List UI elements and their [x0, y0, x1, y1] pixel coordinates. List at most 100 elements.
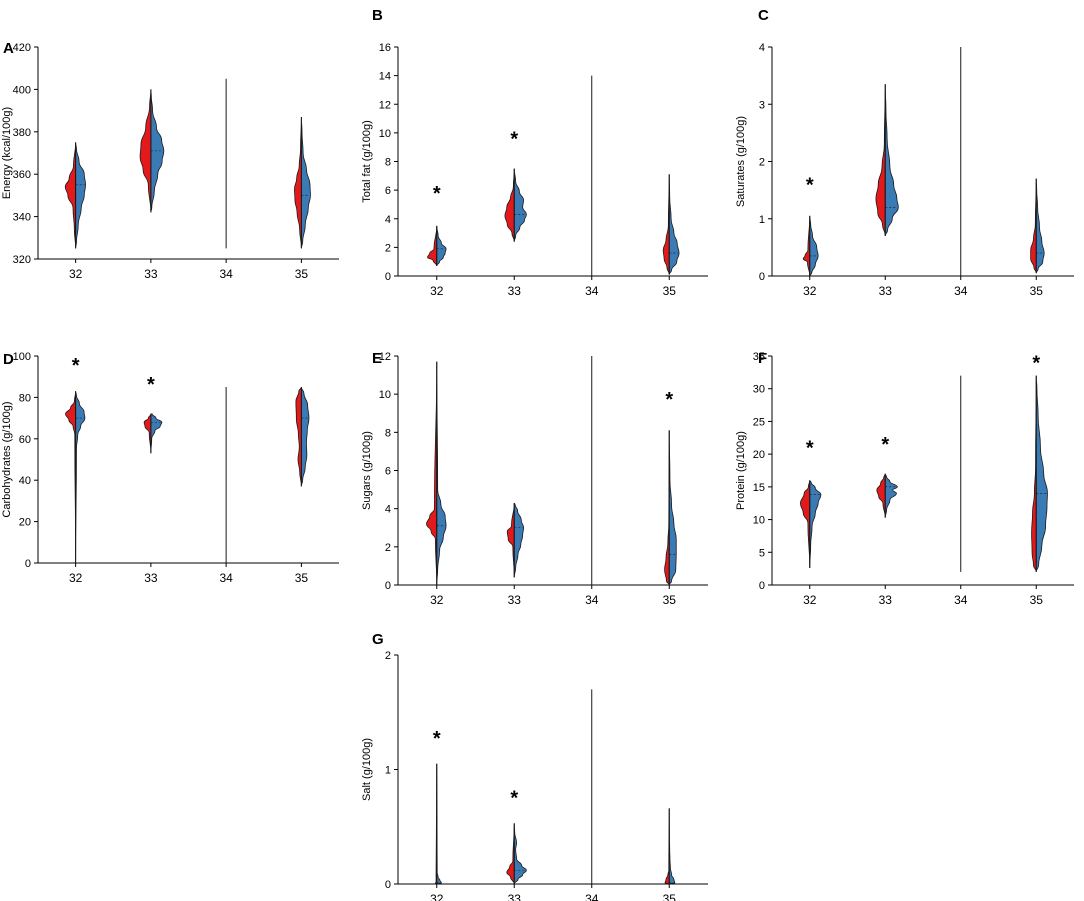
y-tick-label: 10	[379, 128, 391, 140]
x-tick-label: 33	[144, 267, 158, 281]
violin-left-half	[800, 480, 811, 568]
violin-32	[427, 225, 447, 267]
violin-35	[294, 116, 311, 249]
violin-left-half	[65, 391, 77, 564]
violin-left-half	[294, 116, 302, 249]
x-tick-label: 34	[585, 284, 599, 298]
y-tick-label: 400	[13, 84, 31, 96]
violin-left-half	[427, 225, 438, 267]
violin-right-half	[513, 823, 527, 885]
violin-33	[143, 413, 163, 454]
violin-35	[295, 386, 310, 487]
violin-left-half	[875, 84, 886, 236]
violin-left-half	[506, 823, 515, 885]
panel-letter-d: D	[3, 351, 14, 368]
y-tick-label: 4	[385, 214, 391, 226]
violin-left-half	[504, 168, 515, 242]
y-tick-label: 100	[13, 351, 31, 363]
y-axis-title: Protein (g/100g)	[735, 431, 747, 510]
violin-right-half	[668, 808, 676, 885]
violin-left-half	[143, 413, 152, 454]
y-tick-label: 10	[379, 389, 391, 401]
violin-right-half	[884, 473, 898, 518]
x-tick-label: 34	[219, 267, 233, 281]
violin-left-half	[139, 89, 152, 213]
y-axis-title: Saturates (g/100g)	[735, 116, 747, 207]
x-tick-label: 32	[430, 284, 444, 298]
y-tick-label: 40	[19, 475, 31, 487]
panel-letter-f: F	[758, 350, 767, 367]
x-tick-label: 33	[508, 892, 522, 901]
panel-d: D 0 20 40 60 80 100 32 33 34 35 Carbohydrates (g/10…	[1, 351, 339, 585]
y-tick-label: 12	[379, 351, 391, 363]
x-tick-label: 34	[954, 284, 968, 298]
x-tick-label: 33	[879, 284, 893, 298]
y-tick-label: 14	[379, 71, 391, 83]
violin-35	[664, 430, 677, 586]
panel-b: B 0 2 4 6 8 10 12 14 16 32 33 34 35 Total fat (g/100g)…	[361, 7, 708, 298]
significance-star: *	[72, 355, 80, 377]
x-tick-label: 35	[663, 593, 677, 607]
violin-right-half	[1035, 178, 1045, 274]
y-axis-title: Sugars (g/100g)	[361, 431, 373, 510]
violin-32	[426, 361, 447, 586]
y-tick-label: 20	[753, 449, 765, 461]
violin-32	[800, 480, 822, 568]
x-tick-label: 35	[663, 284, 677, 298]
x-tick-label: 35	[663, 892, 677, 901]
violin-33	[139, 89, 165, 213]
x-tick-label: 35	[295, 267, 309, 281]
y-tick-label: 380	[13, 127, 31, 139]
violin-left-half	[662, 174, 670, 275]
violin-right-half	[809, 480, 822, 568]
violin-32	[65, 391, 86, 564]
significance-star: *	[1032, 352, 1040, 374]
y-tick-label: 25	[753, 416, 765, 428]
violin-right-half	[300, 116, 311, 249]
y-tick-label: 4	[385, 504, 391, 516]
violin-right-half	[884, 84, 899, 236]
y-tick-label: 6	[385, 466, 391, 478]
violin-right-half	[436, 225, 447, 267]
y-tick-label: 2	[385, 542, 391, 554]
y-tick-label: 30	[753, 384, 765, 396]
violin-right-half	[668, 174, 680, 275]
x-tick-label: 32	[69, 267, 83, 281]
violin-right-half	[150, 413, 163, 454]
y-tick-label: 0	[25, 558, 31, 570]
x-tick-label: 32	[430, 892, 444, 901]
y-tick-label: 2	[385, 650, 391, 662]
significance-star: *	[665, 389, 673, 411]
significance-star: *	[433, 183, 441, 205]
violin-right-half	[436, 361, 447, 586]
panel-letter-g: G	[372, 631, 384, 648]
violin-33	[875, 84, 899, 236]
y-tick-label: 0	[385, 879, 391, 891]
y-tick-label: 1	[759, 214, 765, 226]
violin-32	[434, 763, 442, 885]
violin-right-half	[513, 502, 524, 578]
x-tick-label: 35	[1030, 284, 1044, 298]
violin-left-half	[295, 386, 302, 487]
x-tick-label: 32	[803, 284, 817, 298]
significance-star: *	[433, 728, 441, 750]
y-tick-label: 0	[759, 271, 765, 283]
y-tick-label: 360	[13, 169, 31, 181]
panel-letter-c: C	[758, 7, 769, 24]
y-tick-label: 80	[19, 392, 31, 404]
violin-33	[504, 168, 527, 242]
violin-left-half	[426, 361, 438, 586]
x-tick-label: 33	[144, 571, 158, 585]
significance-star: *	[510, 129, 518, 151]
violin-left-half	[1031, 375, 1037, 572]
y-axis-title: Carbohydrates (g/100g)	[1, 401, 13, 517]
significance-star: *	[881, 434, 889, 456]
violin-35	[664, 808, 676, 885]
significance-star: *	[510, 788, 518, 810]
x-tick-label: 33	[508, 284, 522, 298]
violin-33	[876, 473, 898, 518]
y-axis-title: Total fat (g/100g)	[361, 120, 373, 203]
panel-letter-b: B	[372, 7, 383, 24]
x-tick-label: 34	[585, 593, 599, 607]
y-tick-label: 2	[759, 157, 765, 169]
